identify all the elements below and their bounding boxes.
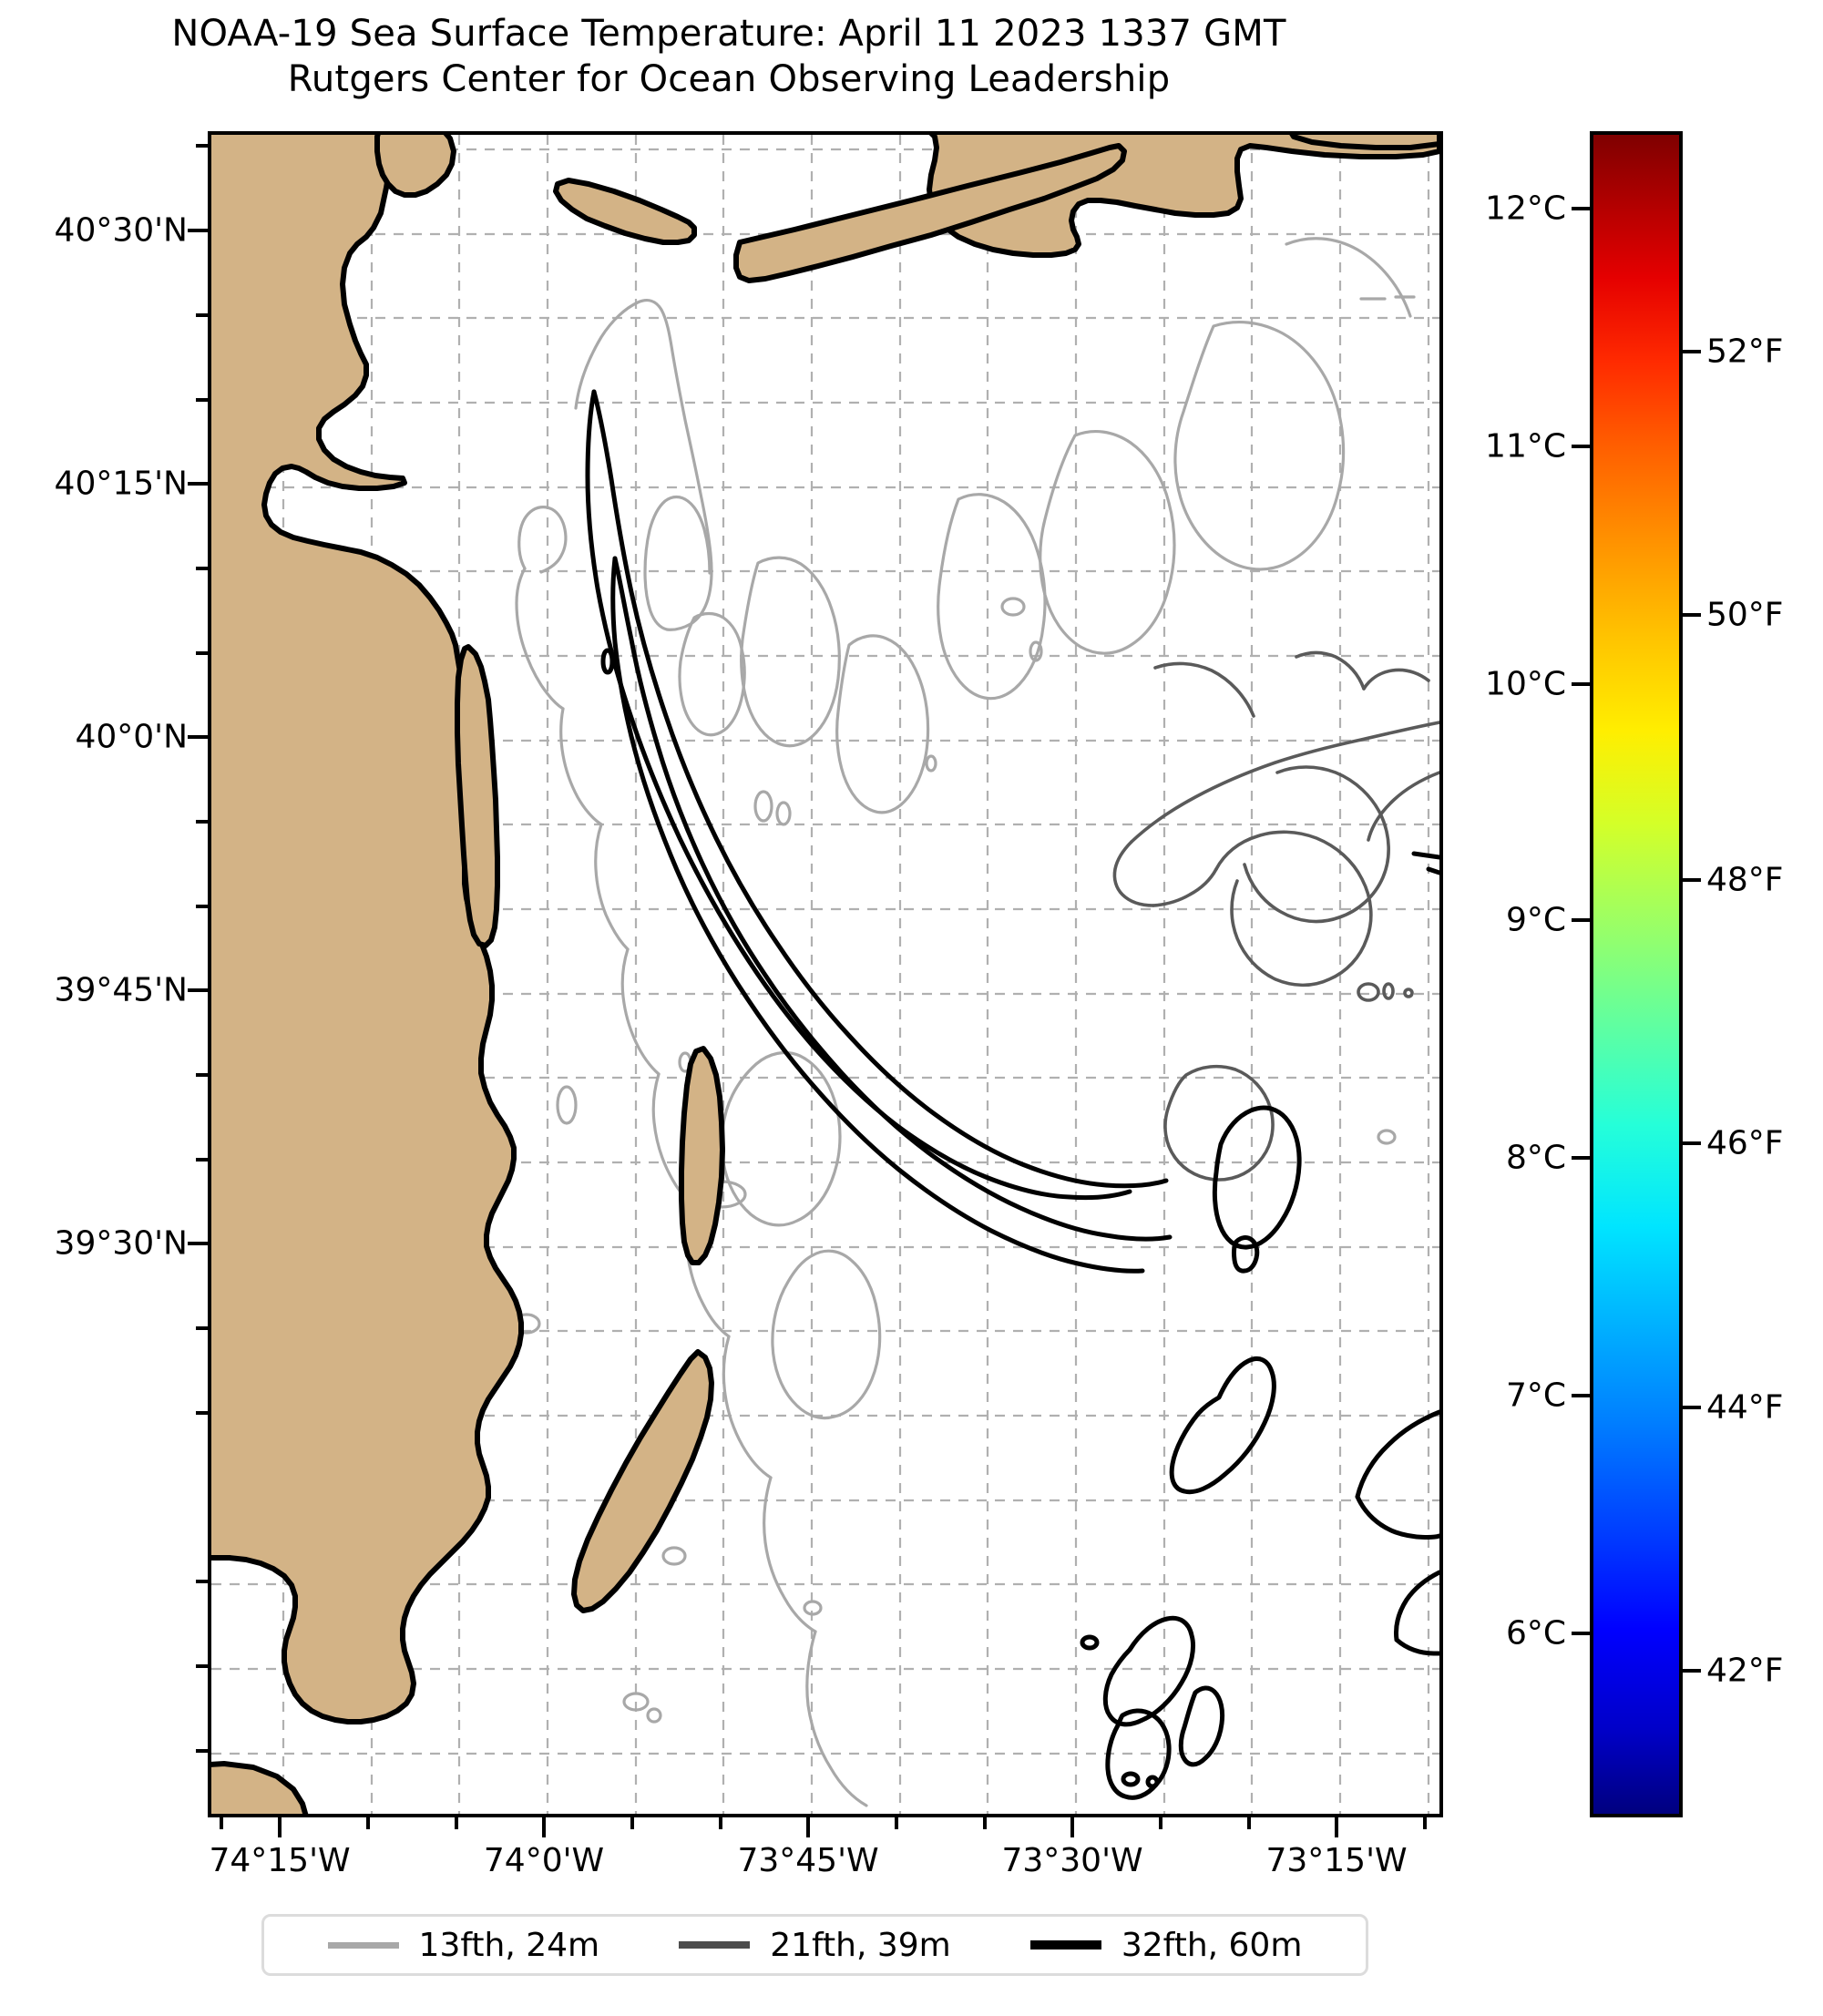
colorbar-label-celsius: 6°C: [1505, 1614, 1566, 1653]
colorbar-gradient: [1590, 131, 1683, 1817]
y-tick-label: 39°45'N: [54, 971, 188, 1009]
contour-line-swatch-24m-icon: [327, 1941, 399, 1949]
island-beach-barrier: [679, 1046, 725, 1265]
bathymetry-legend[interactable]: 13fth, 24m 21fth, 39m 32fth, 60m: [261, 1914, 1368, 1976]
y-tick-label: 40°30'N: [54, 211, 188, 250]
colorbar-label-fahrenheit: 44°F: [1706, 1388, 1784, 1427]
bathymetry-contour-39m: [1112, 650, 1439, 1182]
y-axis-labels: 40°30'N 40°15'N 40°0'N 39°45'N 39°30'N: [0, 0, 188, 2016]
x-tick-label: 73°30'W: [1001, 1842, 1143, 1879]
bathymetry-contour-24m: [512, 237, 1416, 1807]
y-tick-label: 40°0'N: [75, 718, 188, 756]
colorbar-label-fahrenheit: 42°F: [1706, 1652, 1784, 1690]
contour-line-swatch-60m-icon: [1029, 1940, 1101, 1949]
sandy-hook-spit: [455, 644, 500, 948]
colorbar-label-fahrenheit: 52°F: [1706, 333, 1784, 371]
colorbar-label-celsius: 10°C: [1485, 665, 1566, 703]
title-line-1: NOAA-19 Sea Surface Temperature: April 1…: [171, 13, 1286, 55]
x-tick-label: 74°0'W: [483, 1842, 605, 1879]
colorbar-label-celsius: 12°C: [1485, 189, 1566, 228]
legend-label: 32fth, 60m: [1121, 1926, 1303, 1964]
x-tick-label: 73°15'W: [1265, 1842, 1408, 1879]
brigantine-fragment: [211, 1761, 309, 1814]
colorbar[interactable]: 12°C 11°C 10°C 9°C 8°C 7°C 6°C 52°F 50°F…: [1485, 131, 1784, 1817]
new-jersey-landmass: [211, 135, 524, 1724]
colorbar-label-celsius: 9°C: [1505, 901, 1566, 939]
x-tick-label: 73°45'W: [737, 1842, 879, 1879]
x-axis-labels: 74°15'W 74°0'W 73°45'W 73°30'W 73°15'W: [0, 1842, 1823, 1897]
chart-title: NOAA-19 Sea Surface Temperature: April 1…: [0, 11, 1458, 102]
colorbar-label-celsius: 8°C: [1505, 1139, 1566, 1177]
x-tick-label: 74°15'W: [209, 1842, 351, 1879]
map-graphics: [211, 135, 1439, 1814]
colorbar-label-fahrenheit: 48°F: [1706, 861, 1784, 899]
colorbar-label-celsius: 11°C: [1485, 427, 1566, 466]
colorbar-label-fahrenheit: 50°F: [1706, 596, 1784, 634]
jones-beach-fragment: [1289, 135, 1439, 150]
title-line-2: Rutgers Center for Ocean Observing Leade…: [287, 58, 1171, 100]
legend-item-60m[interactable]: 32fth, 60m: [1029, 1926, 1303, 1964]
rockaway-peninsula: [553, 178, 697, 245]
legend-label: 21fth, 39m: [770, 1926, 951, 1964]
legend-item-39m[interactable]: 21fth, 39m: [679, 1927, 951, 1964]
y-tick-label: 40°15'N: [54, 465, 188, 503]
map-canvas: [211, 135, 1439, 1814]
colorbar-label-celsius: 7°C: [1505, 1376, 1566, 1415]
fire-island-barrier: [733, 143, 1127, 283]
y-tick-label: 39°30'N: [54, 1224, 188, 1263]
land-masses: [211, 135, 1439, 1814]
map-plot-area[interactable]: [208, 131, 1443, 1817]
legend-label: 13fth, 24m: [418, 1926, 600, 1964]
colorbar-label-fahrenheit: 46°F: [1706, 1124, 1784, 1162]
legend-item-24m[interactable]: 13fth, 24m: [327, 1926, 600, 1964]
contour-line-swatch-39m-icon: [679, 1941, 751, 1949]
bathymetry-contour-60m: [585, 389, 1439, 1800]
staten-island: [374, 135, 456, 198]
long-beach-island-barrier: [571, 1349, 714, 1613]
